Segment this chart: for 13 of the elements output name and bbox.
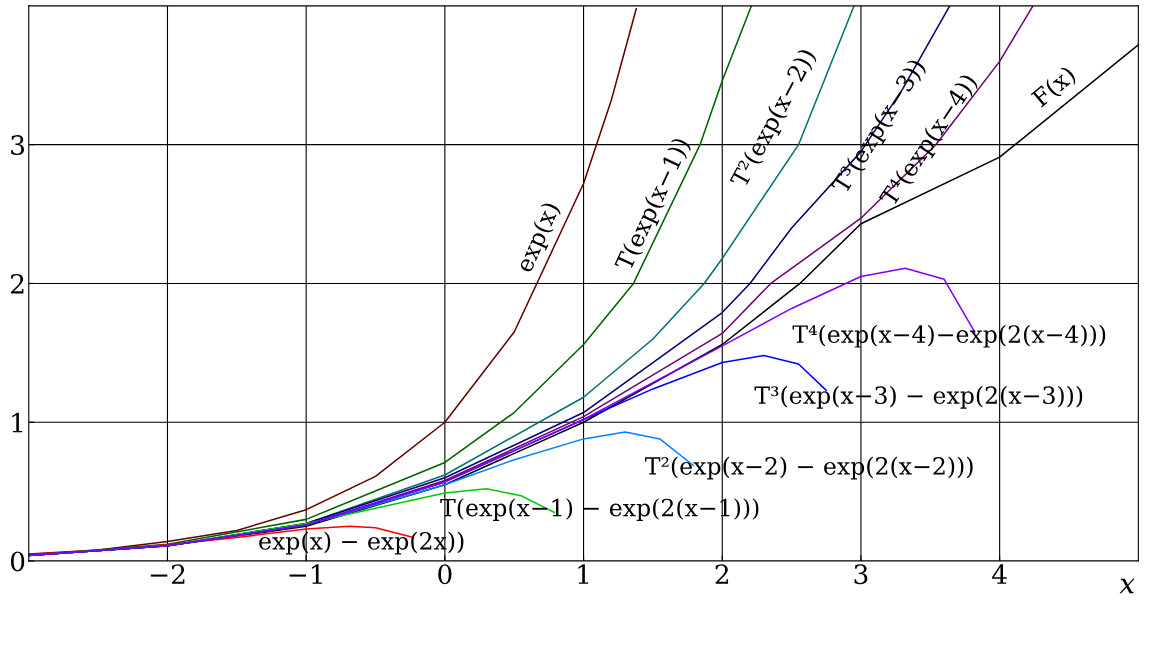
- x-tick-label: 1: [578, 564, 589, 584]
- x-tick-label: 0: [438, 564, 452, 585]
- y-tick-label: 1: [12, 412, 23, 433]
- x-tick-label: 3: [854, 564, 868, 585]
- text: F(x): [1030, 64, 1079, 111]
- y-tick-label: 3: [11, 135, 25, 156]
- x-tick-label: −2: [150, 564, 185, 584]
- text: exp(x): [514, 200, 564, 276]
- x-axis-title: x: [1119, 578, 1135, 594]
- x-tick-label: 4: [992, 564, 1007, 584]
- x-tick-label: −1: [289, 564, 322, 584]
- x-tick-label: 2: [715, 564, 729, 584]
- y-tick-label: 2: [11, 273, 24, 294]
